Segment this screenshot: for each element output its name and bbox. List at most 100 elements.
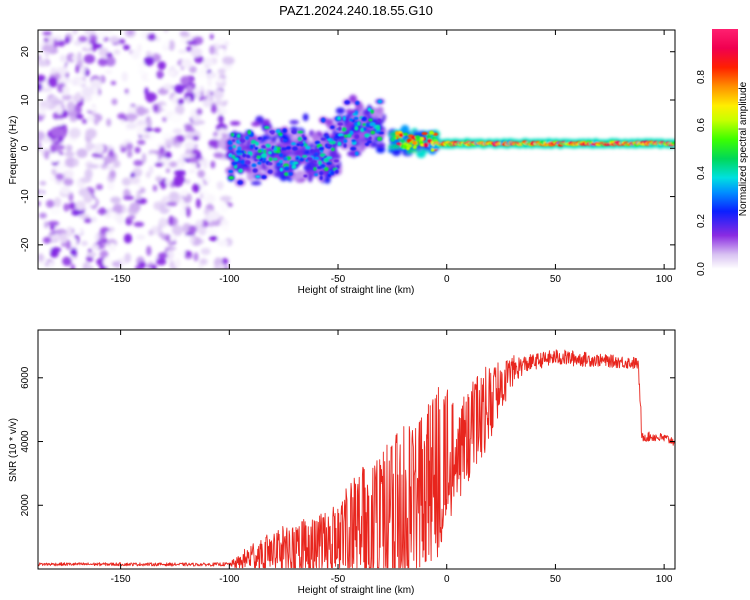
spectrogram-cell — [261, 175, 267, 180]
spectrogram-cell — [239, 138, 246, 143]
spectrogram-cell — [165, 249, 175, 261]
spectrogram-cell — [157, 252, 168, 259]
colorbar-tick-label: 0.0 — [696, 262, 707, 276]
spectrogram-cell — [294, 170, 306, 178]
spectrogram-cell — [357, 121, 361, 126]
spectrogram-cell — [47, 261, 55, 268]
spectrogram-cell — [51, 126, 62, 137]
spectrogram-cell — [111, 98, 118, 106]
spectrogram-cell — [209, 33, 214, 40]
spectrogram-cell — [289, 120, 300, 125]
spectrogram-cell — [162, 132, 173, 139]
spectrogram-cell — [359, 145, 365, 152]
spectrogram-cell — [161, 105, 173, 110]
spectrogram-cell — [70, 247, 78, 257]
spectrogram-cell — [207, 210, 220, 221]
spectrogram-cell — [354, 151, 359, 156]
spectrogram-cell — [155, 257, 167, 266]
spectrogram-cell — [237, 180, 244, 185]
spectrogram-cell — [207, 77, 212, 87]
spectrogram-cell — [330, 170, 335, 175]
spectrogram-cell — [412, 145, 417, 150]
spectrogram-cell — [295, 156, 299, 161]
spectrogram-cell — [318, 160, 322, 166]
spectrogram-cell — [326, 161, 332, 166]
spectrogram-cell — [291, 129, 298, 135]
spectrogram-cell — [344, 100, 351, 105]
spectrogram-cell — [166, 201, 178, 207]
spectrogram-cell — [297, 136, 303, 141]
spectrogram-cell — [229, 120, 241, 126]
spectrogram-cell — [129, 177, 141, 185]
spectrogram-cell — [184, 127, 196, 133]
snr-x-label: Height of straight line (km) — [298, 585, 415, 596]
spectrogram-cell — [60, 242, 67, 247]
spectrogram-cell — [375, 145, 386, 154]
spectrogram-cell — [232, 161, 237, 166]
spectrogram-cell — [120, 146, 127, 153]
spectrogram-cell — [342, 115, 346, 121]
spectrogram-cell — [228, 146, 233, 150]
spectrogram-cell — [370, 109, 374, 114]
spectrogram-cell — [56, 105, 64, 115]
spectrogram-cell — [270, 130, 275, 135]
spectrogram-cell — [126, 30, 134, 36]
spectrogram-cell — [173, 175, 186, 185]
spectrogram-cell — [99, 75, 106, 84]
spectrogram-cell — [43, 150, 51, 160]
spectrogram-cell — [135, 234, 146, 240]
spectrogram-y-tick-label: 20 — [20, 46, 31, 58]
snr-y-tick-label: 6000 — [20, 366, 31, 389]
spectrogram-cell — [268, 157, 273, 162]
spectrogram-cell — [147, 153, 159, 164]
spectrogram-cell — [212, 266, 223, 269]
spectrogram-cell — [145, 92, 157, 102]
spectrogram-cell — [337, 141, 342, 146]
spectrogram-cell — [327, 173, 331, 178]
spectrogram-cell — [188, 225, 198, 234]
spectrogram-cell — [291, 146, 298, 151]
snr-x-tick-label: 100 — [656, 574, 673, 585]
colorbar-tick-label: 0.4 — [696, 166, 707, 180]
spectrogram-cell — [217, 129, 229, 135]
spectrogram-cell — [75, 200, 86, 211]
spectrogram-cell — [307, 172, 313, 183]
spectrogram-cell — [42, 236, 52, 244]
spectrogram-cell — [240, 150, 245, 154]
spectrogram-cell — [168, 191, 180, 200]
spectrogram-cell — [187, 30, 196, 35]
spectrogram-cell — [195, 219, 204, 226]
spectrogram-cell — [88, 40, 97, 45]
spectrogram-cell — [202, 57, 214, 67]
spectrogram-cell — [136, 119, 146, 127]
spectrogram-cell — [345, 136, 354, 147]
spectrogram-cell — [190, 47, 203, 58]
spectrogram-cell — [59, 54, 66, 63]
spectrogram-cell — [365, 122, 370, 128]
spectrogram-cell — [78, 79, 86, 86]
spectrogram-frame — [37, 29, 676, 270]
spectrogram-cell — [343, 134, 348, 138]
spectrogram-cell — [181, 189, 188, 197]
spectrogram-cell — [402, 144, 408, 150]
spectrogram-cell — [91, 153, 100, 158]
spectrogram-cell — [112, 211, 118, 220]
snr-y-label: SNR (10 * v/v) — [8, 418, 19, 482]
spectrogram-cell — [186, 96, 191, 104]
spectrogram-cell — [143, 56, 155, 67]
spectrogram-cell — [354, 110, 359, 115]
spectrogram-cell — [210, 248, 217, 253]
spectrogram-cell — [93, 143, 105, 154]
spectrogram-cell — [325, 135, 330, 140]
spectrogram-cell — [44, 50, 50, 59]
spectrogram-cell — [42, 31, 53, 36]
spectrogram-cell — [279, 167, 284, 172]
spectrogram-cell — [230, 132, 235, 137]
spectrogram-y-tick-label: 10 — [20, 94, 31, 106]
spectrogram-cell — [263, 149, 267, 154]
spectrogram-cell — [180, 58, 193, 69]
spectrogram-cell — [251, 121, 261, 127]
spectrogram-cell — [217, 133, 223, 140]
spectrogram-cell — [175, 104, 185, 115]
spectrogram-cell — [125, 122, 138, 130]
